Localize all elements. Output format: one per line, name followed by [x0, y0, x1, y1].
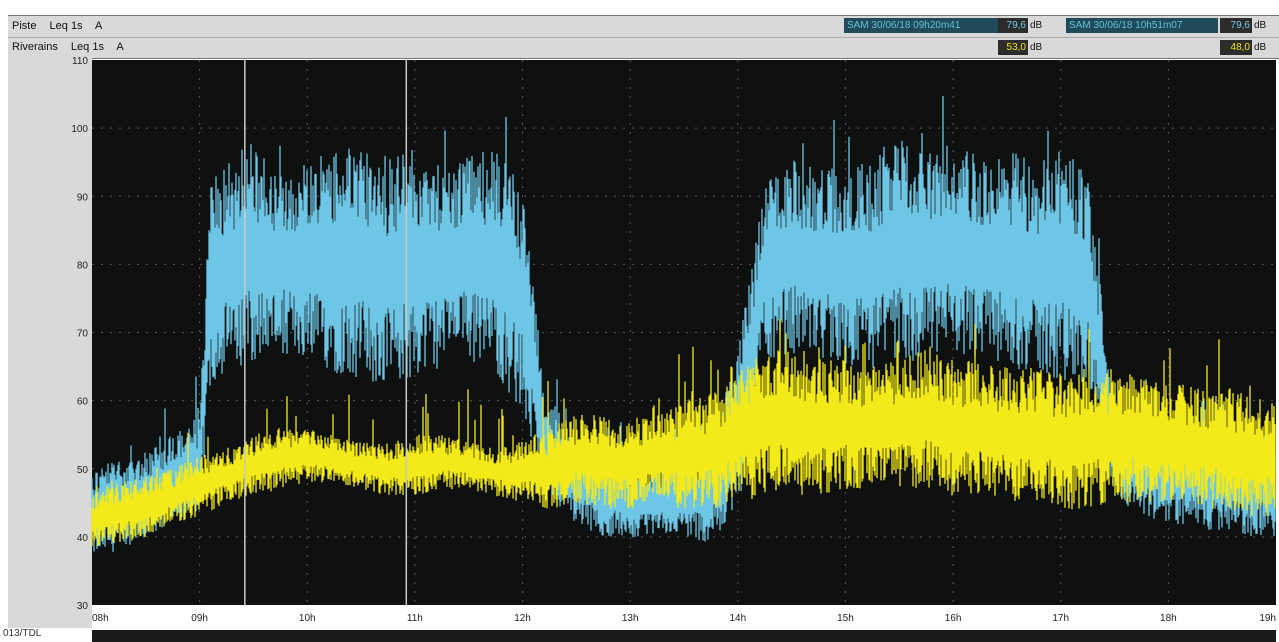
series-layer [91, 96, 1276, 552]
footer-label: 013/TDL [3, 628, 42, 639]
cursor1-piste-value: 79,6 [998, 18, 1028, 33]
footer-bar [92, 630, 1276, 642]
y-tick-label-80: 80 [77, 260, 89, 271]
x-tick-label-15h: 15h [837, 613, 854, 624]
legend-row-piste: Piste Leq 1s A SAM 30/06/18 09h20m41 79,… [8, 16, 1279, 38]
x-tick-label-08h: 08h [92, 613, 109, 624]
cursor-lines[interactable] [244, 60, 408, 605]
y-tick-label-70: 70 [77, 329, 89, 340]
x-tick-label-13h: 13h [622, 613, 639, 624]
series-name: Riverains [12, 41, 58, 53]
legend-row-riverains: Riverains Leq 1s A 53,0 dB 48,0 dB [8, 37, 1279, 58]
series-measure: Leq 1s [49, 20, 83, 32]
series-weighting: A [95, 20, 103, 32]
x-tick-label-17h: 17h [1052, 613, 1069, 624]
x-tick-label-12h: 12h [514, 613, 531, 624]
cursor1-unit-bottom: dB [1030, 42, 1043, 53]
series-trace-riverains [91, 319, 1276, 546]
y-tick-labels: 30 40 50 60 70 80 90 100 110 [71, 56, 88, 612]
series-measure: Leq 1s [70, 41, 104, 53]
series-weighting: A [116, 41, 124, 53]
x-tick-label-09h: 09h [191, 613, 208, 624]
legend-label-riverains: Riverains Leq 1s A [12, 41, 134, 53]
y-axis-panel [8, 58, 92, 628]
x-tick-label-16h: 16h [945, 613, 962, 624]
y-tick-label-90: 90 [77, 192, 89, 203]
grid-lines [92, 60, 1276, 605]
y-tick-label-100: 100 [71, 124, 88, 135]
y-tick-label-110: 110 [72, 56, 88, 67]
legend-label-piste: Piste Leq 1s A [12, 20, 112, 32]
cursor2-unit-bottom: dB [1254, 42, 1267, 53]
y-tick-label-40: 40 [77, 533, 89, 544]
x-tick-label-19h: 19h [1259, 613, 1276, 624]
cursor1-timestamp[interactable]: SAM 30/06/18 09h20m41 [844, 18, 998, 33]
cursor2-timestamp[interactable]: SAM 30/06/18 10h51m07 [1066, 18, 1218, 33]
legend-header: Piste Leq 1s A SAM 30/06/18 09h20m41 79,… [8, 15, 1279, 59]
cursor2-riverains-value: 48,0 [1220, 40, 1252, 55]
x-tick-label-11h: 11h [407, 613, 423, 624]
cursor2-piste-value: 79,6 [1220, 18, 1252, 33]
plot-area[interactable] [92, 60, 1276, 605]
cursor1-riverains-value: 53,0 [998, 40, 1028, 55]
cursor2-unit: dB [1254, 20, 1267, 31]
y-tick-label-50: 50 [77, 465, 89, 476]
series-name: Piste [12, 20, 37, 32]
x-tick-label-10h: 10h [299, 613, 316, 624]
series-riverains [91, 319, 1276, 546]
cursor1-unit: dB [1030, 20, 1043, 31]
x-tick-label-18h: 18h [1160, 613, 1177, 624]
y-tick-label-60: 60 [77, 397, 89, 408]
x-tick-label-14h: 14h [729, 613, 746, 624]
y-tick-label-30: 30 [77, 601, 89, 612]
x-tick-labels: 08h 09h 10h 11h 12h 13h 14h 15h 16h 17h 18h 19h [92, 613, 1276, 624]
